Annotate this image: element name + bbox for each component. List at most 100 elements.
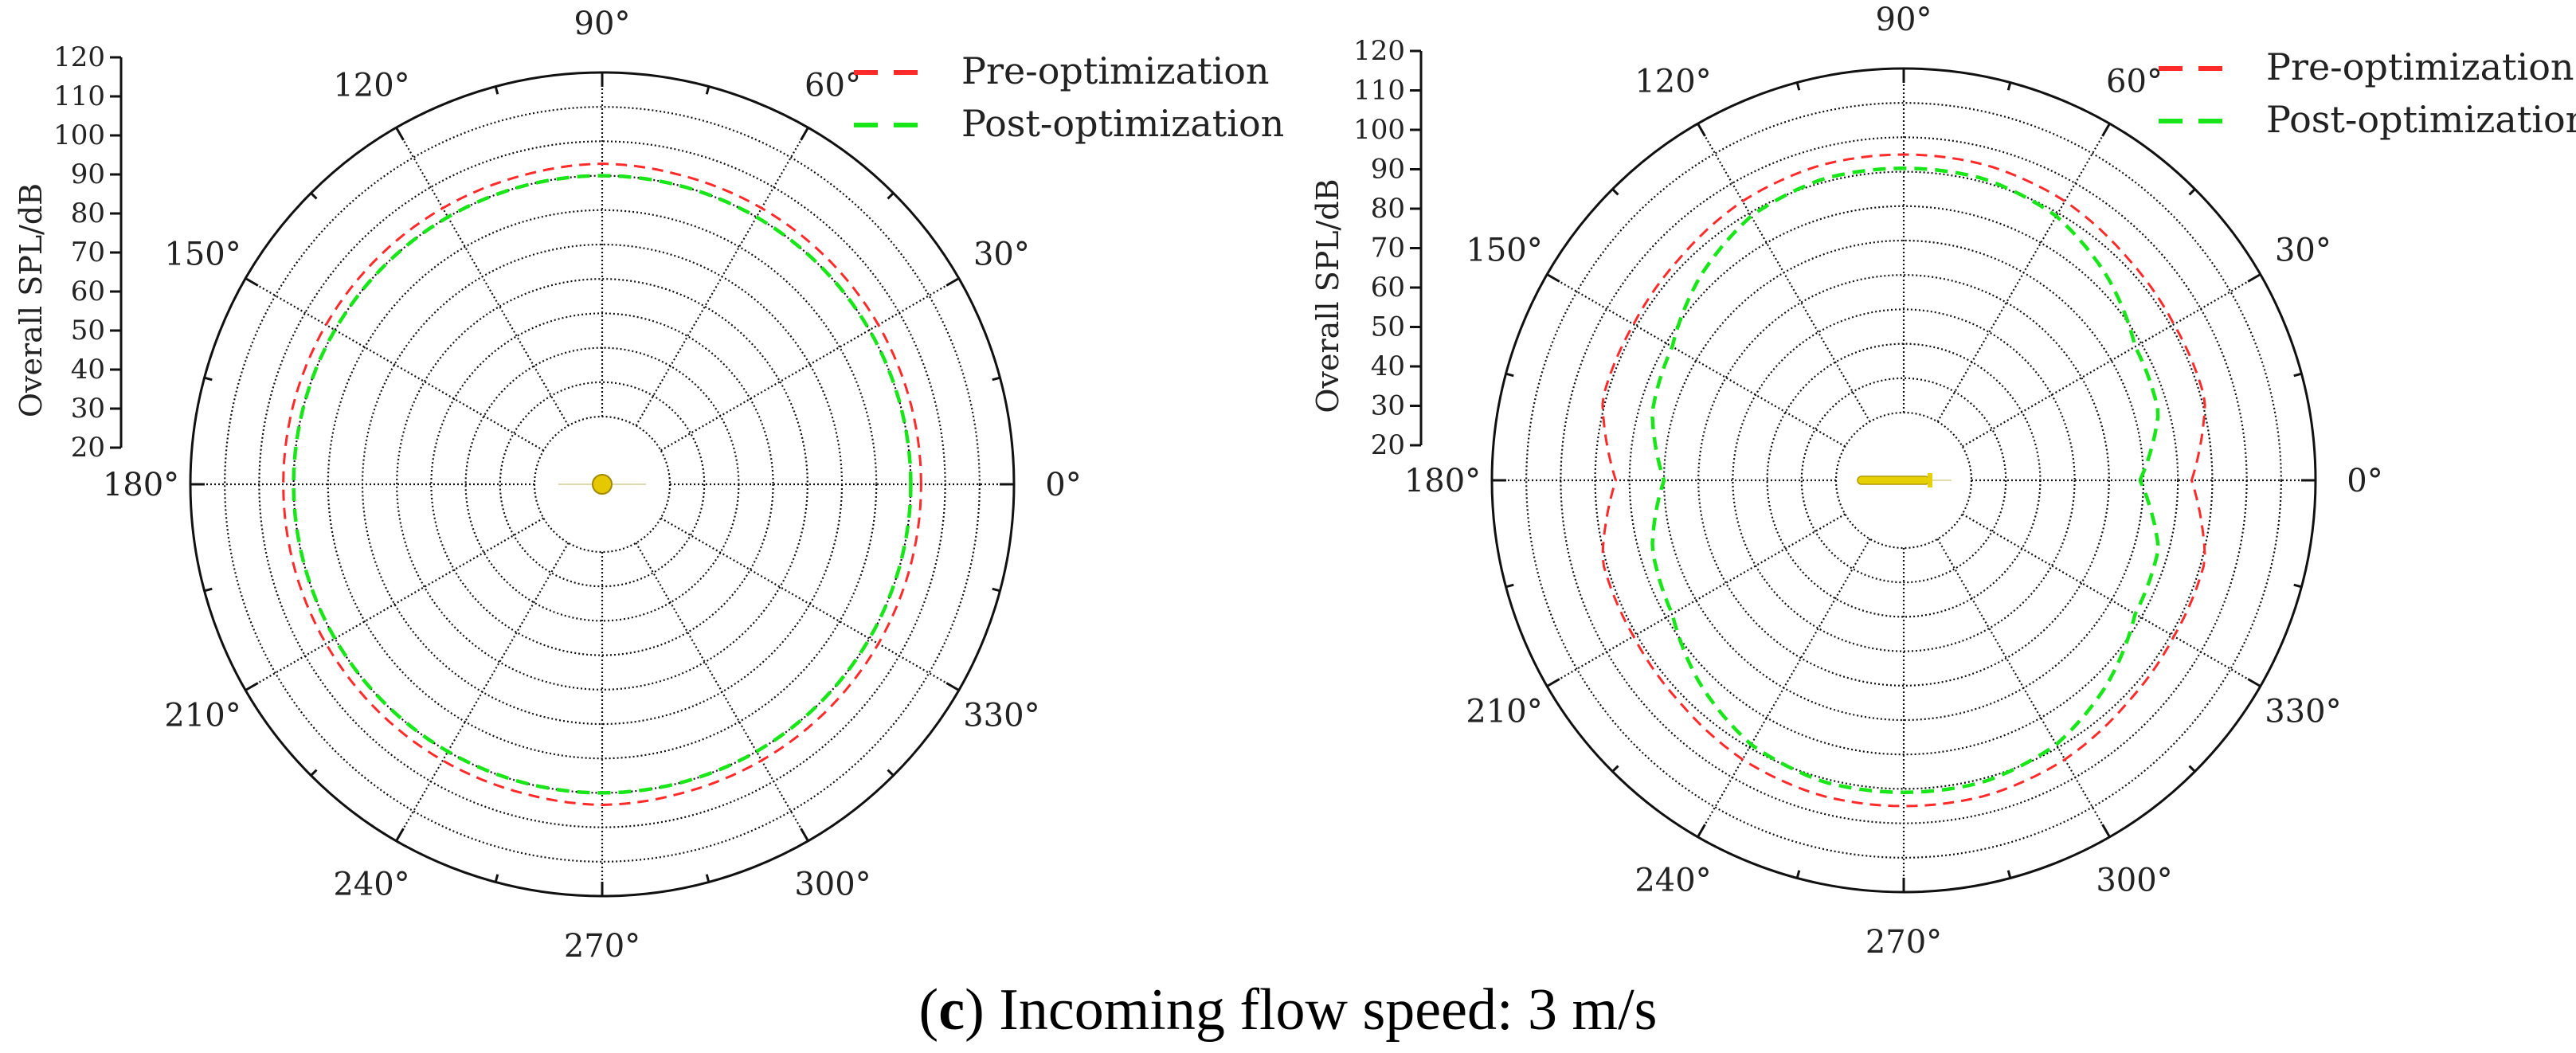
angle-tick: [945, 277, 960, 287]
radial-tick-label: 40: [71, 354, 105, 386]
angle-tick: [494, 874, 499, 883]
angle-tick-label: 180°: [1404, 463, 1481, 499]
angle-tick: [2247, 678, 2261, 687]
angle-tick: [310, 192, 318, 200]
angle-tick-label: 300°: [2096, 862, 2172, 898]
grid-ring: [430, 312, 774, 656]
angle-tick: [395, 127, 405, 141]
angle-tick: [310, 769, 318, 777]
radial-axis-title: Overall SPL/dB: [14, 183, 49, 417]
angle-tick: [2293, 372, 2302, 378]
angle-tick-label: 240°: [333, 866, 409, 902]
angle-tick: [945, 682, 960, 691]
angle-tick: [887, 769, 895, 777]
grid-ring: [1594, 170, 2214, 790]
angle-tick: [2101, 123, 2111, 137]
grid-ring: [327, 209, 878, 760]
angle-tick-label: 120°: [1634, 64, 1711, 100]
radial-tick-label: 80: [1371, 193, 1405, 225]
angle-tick: [800, 828, 809, 842]
radial-tick-label: 100: [1353, 114, 1405, 146]
grid-spoke: [245, 517, 544, 691]
angle-tick-label: 330°: [2265, 694, 2341, 730]
grid-ring: [396, 278, 808, 691]
radial-tick-label: 60: [71, 276, 105, 307]
angle-tick-label: 60°: [805, 68, 861, 104]
angle-tick: [1697, 824, 1706, 838]
grid-spoke: [395, 542, 570, 842]
legend-label: Post-optimization: [961, 102, 1284, 145]
angle-tick: [494, 86, 499, 95]
radial-tick-label: 30: [1371, 390, 1405, 422]
radial-tick-label: 20: [71, 432, 105, 464]
grid-spoke: [1962, 513, 2261, 687]
angle-tick: [1611, 188, 1619, 196]
angle-tick: [204, 376, 213, 382]
angle-tick: [204, 587, 213, 593]
angle-tick-label: 90°: [1876, 2, 1932, 38]
radial-tick-label: 50: [71, 315, 105, 346]
polar-plot-rod: 0° 30° 60° 90° 120° 150° 180° 210° 240° 270° 300° 3…: [1310, 2, 2576, 961]
angle-tick-label: 0°: [1045, 467, 1081, 503]
angle-tick-label: 30°: [973, 237, 1030, 273]
angle-tick: [800, 127, 809, 141]
angle-tick: [2247, 273, 2261, 283]
legend-label: Pre-optimization: [961, 49, 1270, 92]
angle-tick: [1795, 870, 1801, 879]
grid-ring: [1525, 102, 2282, 859]
caption-text: Incoming flow speed: 3 m/s: [985, 977, 1658, 1043]
radial-tick-label: 50: [1371, 311, 1405, 343]
legend-label: Pre-optimization: [2266, 45, 2574, 88]
radial-tick-label: 90: [1371, 154, 1405, 186]
radial-tick-label: 80: [71, 198, 105, 229]
angle-tick-label: 210°: [1466, 694, 1542, 730]
angle-tick: [2188, 188, 2196, 196]
grid-spoke: [660, 277, 960, 452]
series-line-pre-optimization: [282, 162, 922, 807]
grid-spoke: [635, 542, 809, 842]
series-line-pre-optimization: [1601, 153, 2206, 808]
radial-tick-label: 60: [1371, 272, 1405, 303]
radial-tick-label: 100: [53, 119, 105, 151]
angle-tick-label: 60°: [2106, 64, 2163, 100]
series-line-post-optimization: [292, 174, 913, 795]
grid-ring: [1697, 274, 2110, 687]
angle-tick-label: 180°: [103, 467, 179, 503]
rod-fin: [1928, 473, 1932, 487]
rod-object: [1857, 476, 1930, 485]
angle-tick-label: 150°: [1466, 233, 1542, 269]
grid-spoke: [1546, 273, 1846, 448]
radial-tick-label: 120: [53, 41, 105, 73]
grid-ring: [1800, 377, 2007, 584]
angle-tick: [992, 376, 1000, 382]
angle-tick: [992, 587, 1000, 593]
radial-tick-label: 90: [71, 159, 105, 190]
grid-spoke: [1697, 538, 1871, 838]
grid-spoke: [660, 517, 960, 691]
angle-tick: [705, 874, 711, 883]
angle-tick: [2101, 824, 2111, 838]
angle-tick: [1697, 123, 1706, 137]
angle-tick-label: 0°: [2347, 463, 2382, 499]
angle-tick: [1505, 372, 1514, 378]
angle-tick: [887, 192, 895, 200]
sphere-object: [592, 474, 613, 495]
legend-label: Post-optimization: [2266, 98, 2576, 141]
angle-tick: [2293, 583, 2302, 589]
radial-axis-title: Overall SPL/dB: [1310, 178, 1345, 413]
grid-ring: [224, 106, 981, 863]
angle-tick-label: 30°: [2275, 233, 2331, 269]
radial-tick-label: 70: [71, 237, 105, 268]
grid-spoke: [1936, 123, 2111, 422]
radial-tick-label: 20: [1371, 429, 1405, 461]
series-line-post-optimization: [1650, 166, 2160, 794]
figure-caption: (c) Incoming flow speed: 3 m/s: [919, 977, 1658, 1043]
grid-ring: [1628, 205, 2179, 756]
angle-tick: [1611, 765, 1619, 773]
grid-spoke: [1697, 123, 1871, 422]
caption-label: c: [938, 977, 965, 1043]
angle-tick-label: 150°: [164, 237, 241, 273]
angle-tick: [1795, 82, 1801, 91]
angle-tick: [245, 277, 259, 287]
grid-spoke: [1936, 538, 2111, 838]
